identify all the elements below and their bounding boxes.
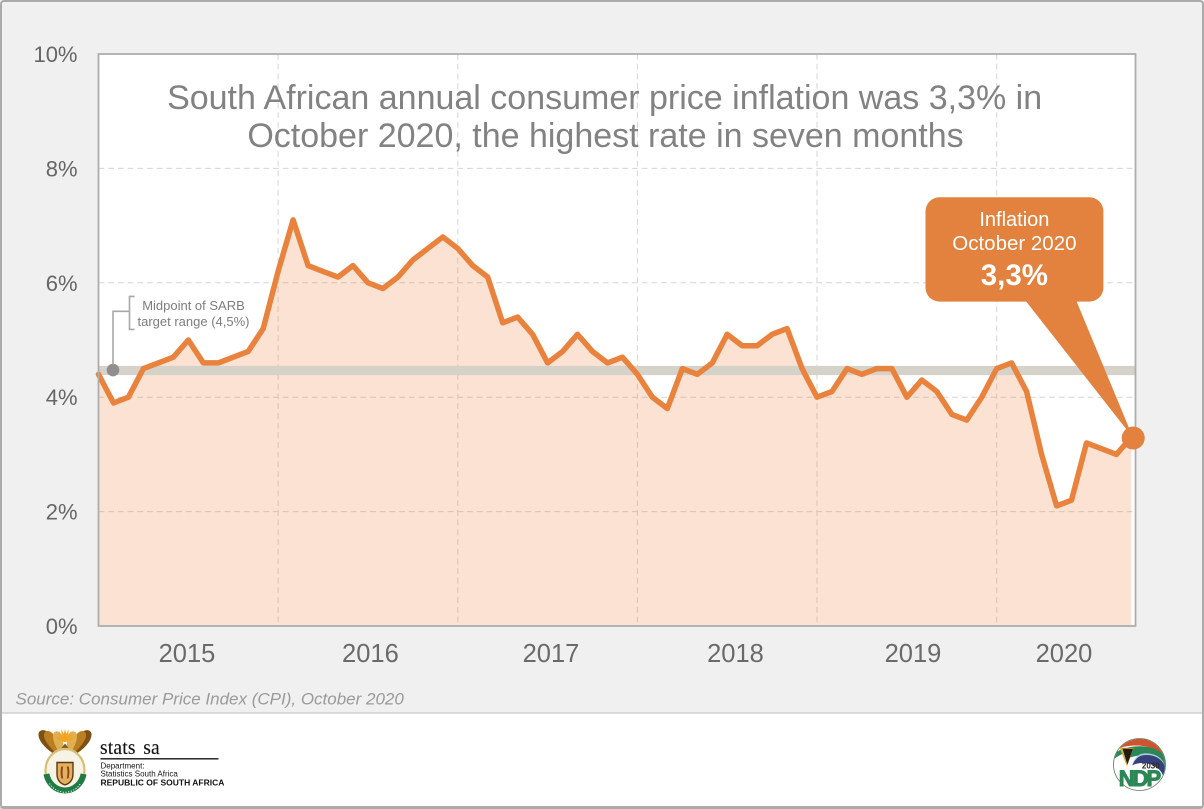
svg-text:4%: 4%: [46, 385, 78, 410]
svg-text:2018: 2018: [707, 640, 764, 668]
svg-text:2%: 2%: [46, 500, 78, 525]
svg-text:Department:: Department:: [101, 762, 145, 771]
svg-text:3,3%: 3,3%: [981, 259, 1048, 292]
svg-text:NDP: NDP: [1119, 766, 1161, 791]
svg-text:10%: 10%: [33, 42, 77, 67]
svg-text:8%: 8%: [46, 156, 78, 181]
svg-text:6%: 6%: [46, 271, 78, 296]
svg-text:October 2020: October 2020: [952, 232, 1076, 255]
svg-text:Statistics South Africa: Statistics South Africa: [101, 770, 179, 779]
svg-text:2030: 2030: [1142, 762, 1160, 771]
svg-text:target range (4,5%): target range (4,5%): [137, 314, 249, 329]
svg-text:0%: 0%: [46, 614, 78, 639]
svg-text:South African annual consumer: South African annual consumer price infl…: [167, 79, 1042, 117]
svg-text:2020: 2020: [1036, 640, 1093, 668]
svg-text:2015: 2015: [159, 640, 216, 668]
svg-text:2016: 2016: [342, 640, 399, 668]
svg-text:REPUBLIC OF SOUTH AFRICA: REPUBLIC OF SOUTH AFRICA: [101, 778, 225, 788]
svg-text:Midpoint of SARB: Midpoint of SARB: [142, 298, 245, 313]
svg-text:2019: 2019: [885, 640, 942, 668]
svg-text:2017: 2017: [523, 640, 580, 668]
svg-text:Inflation: Inflation: [979, 209, 1049, 231]
svg-text:Source: Consumer Price Index (: Source: Consumer Price Index (CPI), Octo…: [16, 690, 405, 709]
svg-text:October 2020, the highest rate: October 2020, the highest rate in seven …: [247, 117, 963, 155]
svg-text:stats sa: stats sa: [100, 738, 160, 759]
